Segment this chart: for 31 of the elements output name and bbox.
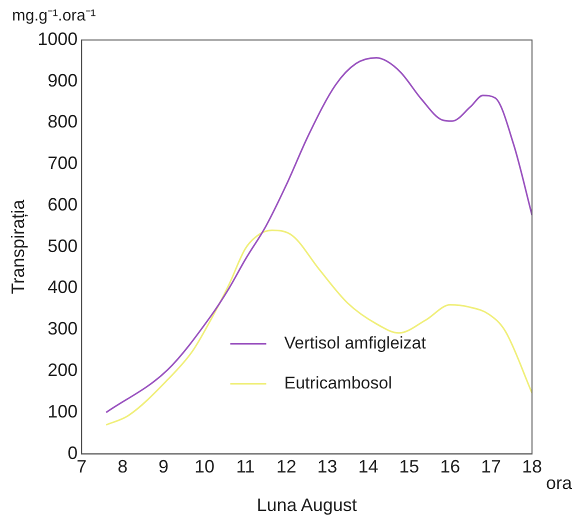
y-tick-label: 400 — [48, 277, 78, 298]
x-tick-label: 8 — [118, 456, 128, 477]
y-tick-label: 600 — [48, 194, 78, 214]
legend-label: Vertisol amfigleizat — [284, 333, 426, 352]
x-tick-label: 16 — [440, 456, 460, 477]
y-tick-label: 200 — [48, 360, 78, 380]
text: ora — [546, 472, 574, 493]
y-axis-title: Transpirația — [8, 198, 28, 294]
line-series — [105, 230, 532, 426]
x-tick-label: 18 — [522, 456, 542, 477]
y-tick-label: 1000 — [38, 28, 78, 49]
legend-label: Eutricambosol — [284, 373, 392, 392]
y-tick-label: 300 — [48, 318, 78, 339]
y-tick-label: 800 — [48, 112, 78, 132]
x-tick-label: 17 — [481, 456, 502, 477]
y-tick-label: 700 — [48, 153, 78, 174]
x-tick-label: 11 — [236, 456, 255, 477]
y-tick-label: 0 — [68, 442, 78, 463]
x-tick-label: 13 — [317, 456, 338, 477]
y-tick-label: 900 — [48, 70, 78, 90]
x-tick-label: 14 — [358, 456, 378, 477]
x-tick-label: 7 — [76, 456, 87, 477]
x-axis-title: Luna August — [256, 495, 357, 516]
y-tick-label: 500 — [48, 236, 78, 256]
y-tick-label: 100 — [48, 401, 78, 422]
x-tick-label: 10 — [194, 456, 214, 477]
x-tick-label: 12 — [276, 456, 296, 477]
x-tick-label: 9 — [158, 456, 169, 477]
text: mg.g⁻¹.ora⁻¹ — [12, 7, 96, 24]
x-tick-label: 15 — [399, 456, 420, 477]
line-series — [105, 56, 532, 414]
